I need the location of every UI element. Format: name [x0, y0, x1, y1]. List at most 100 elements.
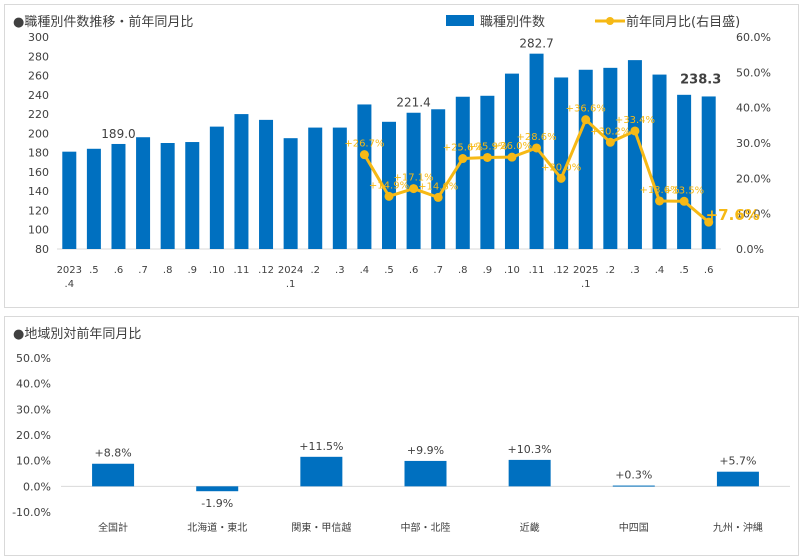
x-tick-label: .7	[138, 265, 148, 276]
y-left-tick-label: 260	[28, 70, 49, 83]
x-tick-label: .5	[679, 265, 689, 276]
line-point	[458, 154, 468, 164]
line-data-label: +14.6%	[418, 181, 458, 192]
bar-data-label: +9.9%	[407, 444, 444, 457]
x-tick-label: .4	[360, 265, 370, 276]
bar	[332, 127, 347, 249]
bar	[578, 69, 593, 249]
x-tick-label: .8	[163, 265, 173, 276]
x-category-label: 中四国	[619, 521, 649, 534]
y-right-tick-label: 10.0%	[736, 208, 771, 221]
y-tick-label: -10.0%	[12, 506, 51, 519]
line-point	[359, 150, 369, 160]
line-point	[556, 173, 566, 183]
trend-chart-title: ●職種別件数推移・前年同月比	[13, 15, 194, 30]
bar	[701, 96, 716, 249]
bar-data-label: 221.4	[396, 96, 430, 110]
bar-data-label: +8.8%	[94, 447, 131, 460]
bar	[480, 95, 495, 249]
y-left-tick-label: 120	[28, 204, 49, 217]
x-tick-label: .8	[458, 265, 468, 276]
bar	[308, 127, 323, 249]
line-data-label: +25.9%	[467, 141, 507, 152]
y-right-tick-label: 50.0%	[736, 66, 771, 79]
line-point	[482, 152, 492, 162]
region-chart: -10.0% 0.0% 10.0% 20.0% 30.0% 40.0% 50.0% +8.8%…	[12, 352, 790, 534]
bar	[86, 148, 101, 249]
bar	[160, 143, 175, 249]
x-category-label: 北海道・東北	[187, 521, 247, 534]
x-tick-label: .10	[504, 265, 520, 276]
bar-data-label: -1.9%	[201, 497, 233, 510]
bar	[652, 74, 667, 249]
line-data-label: +25.6%	[443, 143, 483, 154]
y-tick-label: 0.0%	[23, 480, 51, 493]
y-right-tick-label: 60.0%	[736, 31, 771, 44]
line-point	[507, 152, 517, 162]
x-tick-label: .9	[483, 265, 493, 276]
bar	[554, 77, 569, 250]
bar	[431, 109, 446, 249]
legend-line: 前年同月比(右目盛)	[594, 11, 740, 30]
y-tick-label: 40.0%	[16, 378, 51, 391]
x-tick-label: .5	[89, 265, 99, 276]
bar-data-label: +5.7%	[719, 455, 756, 468]
y-right-tick-label: 20.0%	[736, 172, 771, 185]
y-left-tick-label: 300	[28, 31, 49, 44]
x-tick-label: .6	[409, 265, 419, 276]
y-left-tick-label: 160	[28, 166, 49, 179]
line-point	[704, 217, 714, 227]
y-right-tick-label: 30.0%	[736, 137, 771, 150]
region-chart-title: ●地域別対前年同月比	[13, 327, 142, 342]
x-tick-label: .11	[233, 265, 249, 276]
bar	[612, 485, 655, 487]
legend-bar: 職種別件数	[446, 11, 545, 30]
bar	[259, 119, 274, 249]
y-right-tick-label: 40.0%	[736, 102, 771, 115]
bar-data-label: 189.0	[101, 127, 135, 141]
line-data-label: +17.1%	[394, 173, 434, 184]
legend-line-label: 前年同月比(右目盛)	[626, 15, 741, 30]
line-point	[655, 196, 665, 206]
x-category-label: 全国計	[98, 521, 128, 534]
bar	[716, 471, 759, 487]
bar	[111, 143, 126, 249]
bar	[603, 67, 618, 249]
x-tick-label: 2024.1	[278, 265, 303, 290]
line-data-label: +30.2%	[590, 126, 630, 137]
bar	[677, 94, 692, 250]
x-tick-label: .12	[553, 265, 569, 276]
line-point	[605, 137, 615, 147]
bar-data-label: +0.3%	[615, 469, 652, 482]
line-data-label: +26.0%	[492, 141, 532, 152]
bar	[62, 151, 77, 249]
bar	[209, 126, 224, 249]
x-tick-label: .3	[335, 265, 345, 276]
x-tick-label: .2	[310, 265, 320, 276]
bar-data-label: 282.7	[519, 37, 553, 51]
line-data-label: +26.7%	[344, 139, 384, 150]
bar	[185, 142, 200, 249]
line-data-label: +28.6%	[516, 132, 556, 143]
line-data-label: +14.9%	[369, 180, 409, 191]
bar	[508, 459, 551, 487]
bar-data-label: +11.5%	[299, 440, 343, 453]
line-data-label: +20.0%	[541, 162, 581, 173]
y-tick-label: 30.0%	[16, 403, 51, 416]
legend-bar-swatch	[446, 15, 474, 26]
x-tick-label: .9	[187, 265, 197, 276]
x-tick-label: .4	[655, 265, 665, 276]
x-category-label: 関東・甲信越	[291, 521, 351, 534]
line-data-label: +13.5%	[664, 185, 704, 196]
x-category-label: 近畿	[520, 521, 540, 534]
line-data-label: +33.4%	[615, 115, 655, 126]
region-chart-panel: ●地域別対前年同月比 -10.0% 0.0% 10.0% 20.0% 30.0% 40.0…	[4, 316, 799, 556]
x-tick-label: .6	[114, 265, 124, 276]
legend-line-swatch	[595, 16, 625, 25]
y-left-tick-label: 200	[28, 127, 49, 140]
x-tick-label: .7	[433, 265, 443, 276]
y-tick-label: 10.0%	[16, 455, 51, 468]
y-right-tick-label: 0.0%	[736, 243, 764, 256]
line-data-label: +36.6%	[566, 104, 606, 115]
bar	[283, 138, 298, 249]
